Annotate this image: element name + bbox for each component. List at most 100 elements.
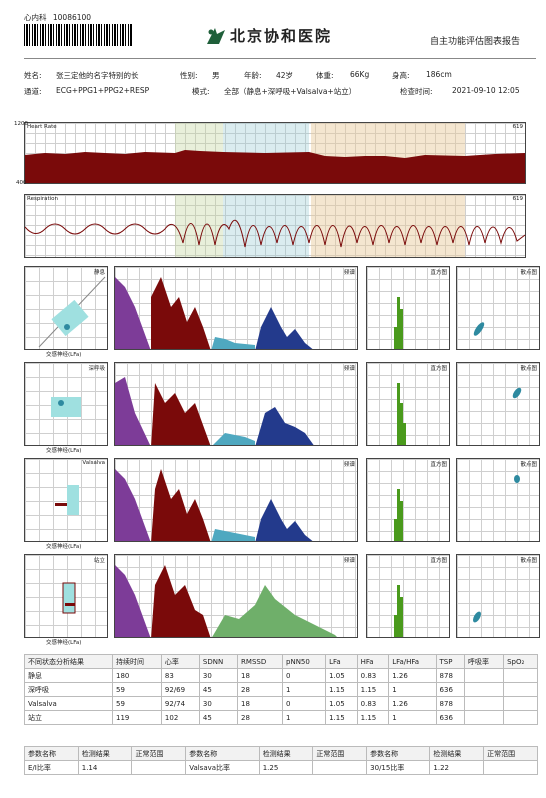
histogram-bars: [397, 383, 406, 445]
hr-y-bottom: 400: [16, 180, 27, 186]
resp-phase-band-valsalva: [223, 195, 309, 257]
hospital-name: 北京协和医院: [230, 27, 333, 45]
spectrum-fill: [115, 377, 314, 445]
time-label: 检查时间:: [400, 87, 433, 96]
histogram-resting: 直方图: [366, 266, 450, 350]
ratio-table-header: 参数名称 检测结果 正常范围 参数名称 检测结果 正常范围 参数名称 检测结果 正常范围: [24, 746, 538, 761]
patient-id: 10086100: [52, 13, 92, 22]
barcode: [24, 24, 132, 46]
department: 心内科: [24, 13, 47, 22]
th-ratio: LFa/HFa: [388, 654, 437, 669]
scatter-x-label: 交感神经(LFa): [46, 640, 82, 646]
scatter-marker: [55, 485, 79, 515]
scatter-diagonal: [38, 276, 106, 348]
poincare-points: [473, 322, 485, 336]
ratio-table: 参数名称 检测结果 正常范围 参数名称 检测结果 正常范围 参数名称 检测结果 正常范围 E…: [24, 746, 538, 775]
height-label: 身高:: [392, 71, 410, 80]
poincare-points: [512, 387, 522, 399]
channel-value: ECG+PPG1+PPG2+RESP: [56, 86, 150, 95]
spectrum-title: 频谱: [343, 462, 355, 468]
autonomic-scatter-resting: 静息: [24, 266, 108, 350]
poincare-title: 散点图: [520, 462, 537, 468]
scatter-x-label: 交感神经(LFa): [46, 544, 82, 550]
hr-chart-title: Heart Rate: [27, 124, 57, 130]
th-duration: 持续时间: [112, 654, 162, 669]
scatter-marker: [51, 397, 81, 417]
poincare-deep: 散点图: [456, 362, 540, 446]
spectrum-resting: 频谱: [114, 266, 358, 350]
autonomic-scatter-deep: 深呼吸: [24, 362, 108, 446]
poincare-points: [473, 611, 481, 623]
th-lfa: LFa: [325, 654, 358, 669]
histogram-bars: [394, 489, 403, 541]
spectrum-fill: [115, 565, 337, 637]
spectrum-deep: 频谱: [114, 362, 358, 446]
hr-right-label: 619: [512, 124, 524, 130]
weight-label: 体重:: [316, 71, 334, 80]
th-hr: 心率: [160, 654, 200, 669]
scatter-phase-label: 站立: [93, 558, 105, 564]
poincare-resting: 散点图: [456, 266, 540, 350]
spectrum-standing: 频谱: [114, 554, 358, 638]
autonomic-scatter-valsalva: Valsalva: [24, 458, 108, 542]
analysis-table: 不同状态分析结果 持续时间 心率 SDNN RMSSD pNN50 LFa HF…: [23, 654, 538, 725]
histogram-valsalva: 直方图: [366, 458, 450, 542]
table-row: 深呼吸 59 92/69 45 28 1 1.15 1.15 1 636: [23, 682, 538, 697]
histogram-standing: 直方图: [366, 554, 450, 638]
histogram-title: 直方图: [430, 558, 447, 564]
gender-label: 性别:: [180, 71, 198, 80]
report-title: 自主功能评估图表报告: [430, 37, 521, 47]
scatter-phase-label: 静息: [93, 270, 105, 276]
poincare-points: [514, 475, 520, 483]
heart-rate-trace: [25, 150, 525, 183]
histogram-title: 直方图: [430, 270, 447, 276]
table-header: 不同状态分析结果 持续时间 心率 SDNN RMSSD pNN50 LFa HF…: [23, 654, 538, 669]
table-row: 站立 119 102 45 28 1 1.15 1.15 1 636: [23, 710, 538, 725]
department-id: 心内科 10086100: [24, 12, 91, 23]
age-value: 42岁: [276, 71, 294, 80]
gender-value: 男: [212, 71, 220, 80]
mode-label: 模式:: [192, 87, 210, 96]
name-value: 张三定他的名字特别的长: [56, 71, 139, 80]
table-row: 静息 180 83 30 18 0 1.05 0.83 1.26 878: [23, 668, 538, 683]
weight-value: 66Kg: [350, 70, 370, 79]
th-tsp: TSP: [435, 654, 465, 669]
histogram-deep: 直方图: [366, 362, 450, 446]
th-pnn50: pNN50: [282, 654, 327, 669]
poincare-standing: 散点图: [456, 554, 540, 638]
table-row: E/I比率 1.14 Valsava比率 1.25 30/15比率 1.22: [24, 760, 538, 775]
spectrum-title: 频谱: [343, 558, 355, 564]
scatter-x-label: 交感神经(LFa): [46, 448, 82, 454]
th-state: 不同状态分析结果: [23, 654, 114, 669]
th-rmssd: RMSSD: [237, 654, 284, 669]
scatter-phase-label: Valsalva: [82, 460, 105, 466]
histogram-bars: [394, 585, 403, 637]
histogram-title: 直方图: [430, 366, 447, 372]
th-hfa: HFa: [356, 654, 390, 669]
scatter-phase-label: 深呼吸: [88, 366, 105, 372]
poincare-title: 散点图: [520, 366, 537, 372]
resp-phase-band-deep: [175, 195, 223, 257]
poincare-title: 散点图: [520, 270, 537, 276]
heart-rate-chart: Heart Rate 619: [24, 122, 526, 184]
scatter-x-label: 交感神经(LFa): [46, 352, 82, 358]
table-row: Valsalva 59 92/74 30 18 0 1.05 0.83 1.26 878: [23, 696, 538, 711]
th-sdnn: SDNN: [198, 654, 239, 669]
th-spo2: SpO₂: [503, 654, 538, 669]
spectrum-fill: [115, 277, 313, 349]
age-label: 年龄:: [244, 71, 262, 80]
spectrum-fill: [115, 469, 313, 541]
hospital-logo-icon: [205, 26, 227, 46]
respiration-trace: [25, 219, 525, 248]
channel-label: 通道:: [24, 87, 42, 96]
resp-phase-band-standing: [311, 195, 465, 257]
header-divider: [24, 58, 536, 59]
hr-y-top: 1200: [14, 121, 28, 127]
poincare-valsalva: 散点图: [456, 458, 540, 542]
autonomic-scatter-standing: 站立: [24, 554, 108, 638]
histogram-bars: [394, 297, 403, 349]
spectrum-valsalva: 频谱: [114, 458, 358, 542]
height-value: 186cm: [426, 70, 452, 79]
scatter-marker: [62, 582, 76, 614]
respiration-chart: Respiration 619: [24, 194, 526, 258]
